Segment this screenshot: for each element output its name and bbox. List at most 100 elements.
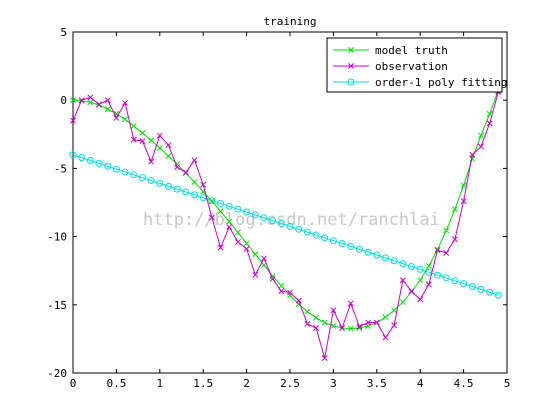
data-point-observation	[252, 271, 259, 278]
data-point-observation	[191, 157, 198, 164]
data-point-model-truth	[304, 308, 311, 315]
data-point-model-truth	[382, 314, 389, 321]
series-order-1-poly-fitting	[69, 151, 502, 299]
data-point-model-truth	[139, 129, 146, 136]
x-tick-label: 0.5	[106, 377, 126, 390]
data-point-model-truth	[252, 251, 259, 258]
data-point-model-truth	[321, 319, 328, 326]
data-point-order-1-poly-fitting	[434, 271, 442, 279]
data-point-order-1-poly-fitting	[408, 262, 416, 270]
data-point-order-1-poly-fitting	[251, 211, 259, 219]
data-point-model-truth	[330, 322, 337, 329]
data-point-order-1-poly-fitting	[104, 162, 112, 170]
data-point-observation	[243, 245, 250, 252]
x-tick-label: 4	[417, 377, 424, 390]
data-point-observation	[434, 247, 441, 254]
y-tick-label: -15	[47, 299, 67, 312]
data-point-observation	[373, 319, 380, 326]
data-point-order-1-poly-fitting	[486, 288, 494, 296]
data-point-observation	[148, 158, 155, 165]
data-point-observation	[443, 250, 450, 256]
legend-entries: model truth observation order-1 poly fitti…	[333, 44, 507, 89]
data-point-order-1-poly-fitting	[217, 199, 225, 207]
data-point-model-truth	[165, 153, 172, 160]
data-point-observation	[200, 181, 207, 188]
data-point-model-truth	[208, 198, 215, 205]
data-point-order-1-poly-fitting	[321, 234, 329, 242]
legend-entry-observation: observation	[333, 60, 448, 73]
data-point-observation	[278, 288, 285, 295]
data-point-model-truth	[130, 123, 137, 130]
data-point-observation	[96, 101, 102, 108]
data-point-observation	[78, 97, 85, 104]
data-point-model-truth	[417, 277, 424, 284]
series-line-order-1-poly-fitting	[72, 154, 499, 296]
data-point-order-1-poly-fitting	[381, 254, 389, 262]
data-point-order-1-poly-fitting	[269, 217, 277, 225]
data-point-order-1-poly-fitting	[399, 260, 407, 268]
data-point-observation	[460, 198, 467, 205]
data-point-order-1-poly-fitting	[373, 251, 381, 259]
data-point-order-1-poly-fitting	[130, 171, 138, 179]
data-point-observation	[469, 151, 476, 158]
chart-title: training	[264, 15, 317, 28]
data-point-order-1-poly-fitting	[390, 257, 398, 265]
data-point-model-truth	[87, 99, 94, 106]
data-point-observation	[425, 281, 432, 288]
legend-label: model truth	[375, 44, 448, 57]
data-point-order-1-poly-fitting	[286, 222, 294, 230]
data-point-observation	[156, 132, 163, 139]
legend-marker	[347, 78, 355, 86]
data-point-observation	[339, 325, 346, 331]
data-point-model-truth	[122, 116, 129, 123]
data-point-order-1-poly-fitting	[347, 242, 355, 250]
x-tick-label: 0	[70, 377, 77, 390]
data-point-model-truth	[148, 137, 155, 144]
data-point-order-1-poly-fitting	[173, 185, 181, 193]
data-point-observation	[391, 322, 398, 329]
legend-entry-model-truth: model truth	[333, 44, 448, 57]
data-point-model-truth	[478, 132, 484, 139]
data-point-observation	[356, 323, 363, 330]
watermark-text: http://blog.csdn.net/ranchlai	[143, 210, 440, 230]
legend: model truth observation order-1 poly fitti…	[326, 37, 507, 93]
data-point-observation	[330, 307, 337, 314]
data-point-order-1-poly-fitting	[295, 225, 303, 233]
data-point-model-truth	[156, 144, 163, 151]
data-point-order-1-poly-fitting	[234, 205, 242, 213]
data-point-order-1-poly-fitting	[147, 177, 155, 185]
data-point-model-truth	[234, 229, 241, 236]
data-point-observation	[104, 97, 111, 104]
x-tick-label: 3	[330, 377, 337, 390]
x-tick-label: 2	[243, 377, 250, 390]
data-point-order-1-poly-fitting	[208, 197, 216, 205]
x-tick-label: 2.5	[280, 377, 300, 390]
data-point-model-truth	[347, 325, 354, 332]
data-point-model-truth	[191, 179, 198, 185]
data-point-observation	[208, 214, 215, 221]
data-point-observation	[165, 142, 172, 149]
data-point-model-truth	[278, 282, 285, 289]
data-point-model-truth	[460, 182, 467, 189]
y-tick-label: -20	[47, 367, 67, 380]
data-point-order-1-poly-fitting	[277, 220, 285, 228]
series-layer	[69, 87, 502, 361]
data-point-order-1-poly-fitting	[121, 168, 129, 176]
data-point-order-1-poly-fitting	[138, 174, 146, 182]
data-point-observation	[313, 325, 319, 331]
data-point-model-truth	[104, 106, 111, 113]
data-point-order-1-poly-fitting	[95, 159, 103, 167]
data-point-observation	[182, 169, 189, 176]
data-point-order-1-poly-fitting	[112, 165, 120, 173]
legend-entry-order-1-poly-fitting: order-1 poly fitting	[333, 76, 507, 89]
data-point-observation	[269, 275, 276, 282]
data-point-observation	[226, 224, 233, 231]
data-point-observation	[486, 120, 493, 127]
data-point-order-1-poly-fitting	[364, 248, 372, 256]
data-point-observation	[130, 136, 137, 143]
data-point-order-1-poly-fitting	[243, 208, 251, 216]
data-point-order-1-poly-fitting	[494, 291, 502, 299]
data-point-observation	[365, 319, 372, 326]
legend-marker	[348, 63, 354, 69]
